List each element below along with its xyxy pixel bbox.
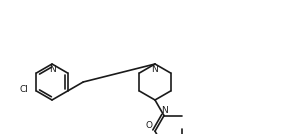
- Text: N: N: [161, 106, 167, 115]
- Text: Cl: Cl: [20, 85, 28, 94]
- Text: N: N: [152, 65, 158, 74]
- Text: O: O: [146, 121, 153, 130]
- Text: N: N: [49, 65, 55, 74]
